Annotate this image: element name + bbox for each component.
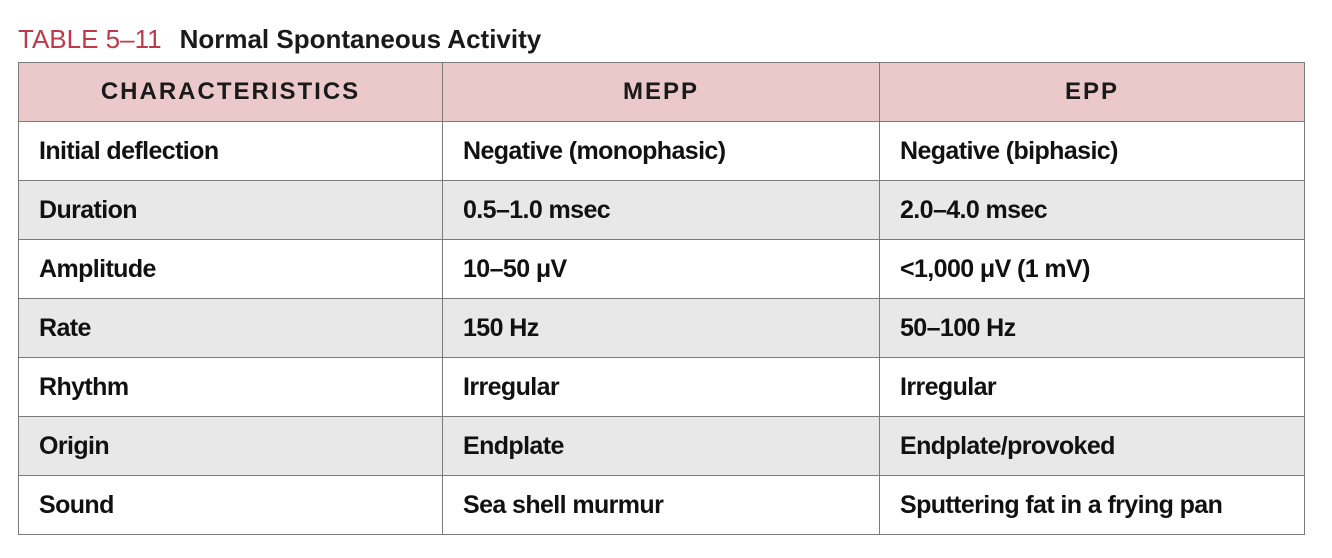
epp-cell: <1,000 μV (1 mV) — [879, 239, 1305, 299]
table-row: Origin Endplate Endplate/provoked — [18, 416, 1305, 476]
row-label-cell: Amplitude — [18, 239, 443, 299]
cell-text: <1,000 μV (1 mV) — [900, 254, 1090, 283]
row-label-cell: Initial deflection — [18, 121, 443, 181]
mepp-cell: 150 Hz — [442, 298, 880, 358]
spontaneous-activity-table: CHARACTERISTICS MEPP EPP Initial deflect… — [18, 62, 1305, 535]
epp-cell: Endplate/provoked — [879, 416, 1305, 476]
epp-cell: Sputtering fat in a frying pan — [879, 475, 1305, 535]
table-row: Rhythm Irregular Irregular — [18, 357, 1305, 417]
cell-text: Rhythm — [39, 372, 129, 401]
epp-cell: Irregular — [879, 357, 1305, 417]
cell-text: Endplate — [463, 431, 564, 460]
epp-cell: Negative (biphasic) — [879, 121, 1305, 181]
cell-text: Initial deflection — [39, 136, 219, 165]
row-label-cell: Rate — [18, 298, 443, 358]
row-label-cell: Origin — [18, 416, 443, 476]
table-caption: TABLE 5–11 Normal Spontaneous Activity — [18, 24, 541, 58]
table-title: Normal Spontaneous Activity — [179, 24, 542, 54]
cell-text: 2.0–4.0 msec — [900, 195, 1048, 224]
mepp-cell: 10–50 μV — [442, 239, 880, 299]
mepp-cell: Negative (monophasic) — [442, 121, 880, 181]
cell-text: 0.5–1.0 msec — [463, 195, 611, 224]
cell-text: Sound — [39, 490, 114, 519]
cell-text: Irregular — [463, 372, 560, 401]
table-number: TABLE 5–11 — [18, 24, 162, 54]
table-header-row: CHARACTERISTICS MEPP EPP — [18, 62, 1305, 122]
row-label-cell: Sound — [18, 475, 443, 535]
cell-text: Endplate/provoked — [900, 431, 1115, 460]
cell-text: Negative (monophasic) — [463, 136, 726, 165]
table-row: Initial deflection Negative (monophasic)… — [18, 121, 1305, 181]
column-header-epp: EPP — [879, 62, 1305, 122]
table-row: Sound Sea shell murmur Sputtering fat in… — [18, 475, 1305, 535]
table-row: Amplitude 10–50 μV <1,000 μV (1 mV) — [18, 239, 1305, 299]
cell-text: Negative (biphasic) — [900, 136, 1118, 165]
column-header-characteristics: CHARACTERISTICS — [18, 62, 443, 122]
epp-cell: 2.0–4.0 msec — [879, 180, 1305, 240]
table-row: Rate 150 Hz 50–100 Hz — [18, 298, 1305, 358]
cell-text: Sea shell murmur — [463, 490, 664, 519]
cell-text: Irregular — [900, 372, 997, 401]
cell-text: Duration — [39, 195, 138, 224]
cell-text: Amplitude — [39, 254, 156, 283]
row-label-cell: Rhythm — [18, 357, 443, 417]
column-header-mepp: MEPP — [442, 62, 880, 122]
cell-text: 10–50 μV — [463, 254, 567, 283]
row-label-cell: Duration — [18, 180, 443, 240]
cell-text: 150 Hz — [463, 313, 539, 342]
mepp-cell: Endplate — [442, 416, 880, 476]
epp-cell: 50–100 Hz — [879, 298, 1305, 358]
cell-text: Origin — [39, 431, 110, 460]
mepp-cell: 0.5–1.0 msec — [442, 180, 880, 240]
cell-text: Sputtering fat in a frying pan — [900, 490, 1223, 519]
table-row: Duration 0.5–1.0 msec 2.0–4.0 msec — [18, 180, 1305, 240]
mepp-cell: Irregular — [442, 357, 880, 417]
mepp-cell: Sea shell murmur — [442, 475, 880, 535]
cell-text: 50–100 Hz — [900, 313, 1016, 342]
cell-text: Rate — [39, 313, 91, 342]
